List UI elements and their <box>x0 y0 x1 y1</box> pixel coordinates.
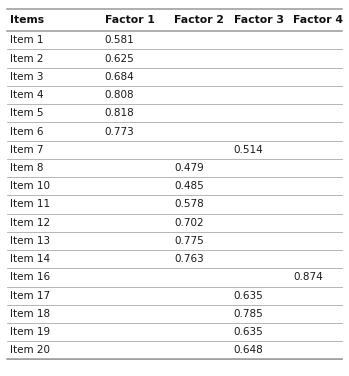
Text: 0.775: 0.775 <box>174 236 204 246</box>
Text: Item 13: Item 13 <box>10 236 51 246</box>
Text: Item 2: Item 2 <box>10 53 44 64</box>
Text: Item 16: Item 16 <box>10 272 51 282</box>
Text: 0.479: 0.479 <box>174 163 204 173</box>
Text: Factor 1: Factor 1 <box>105 15 155 25</box>
Text: 0.763: 0.763 <box>174 254 204 264</box>
Text: Factor 2: Factor 2 <box>174 15 224 25</box>
Text: Item 18: Item 18 <box>10 309 51 319</box>
Text: 0.635: 0.635 <box>234 291 263 301</box>
Text: Factor 3: Factor 3 <box>234 15 284 25</box>
Text: Item 4: Item 4 <box>10 90 44 100</box>
Text: Item 11: Item 11 <box>10 199 51 209</box>
Text: Items: Items <box>10 15 45 25</box>
Text: Item 10: Item 10 <box>10 181 51 191</box>
Text: Item 5: Item 5 <box>10 108 44 118</box>
Text: 0.635: 0.635 <box>234 327 263 337</box>
Text: 0.808: 0.808 <box>105 90 134 100</box>
Text: Item 14: Item 14 <box>10 254 51 264</box>
Text: 0.581: 0.581 <box>105 35 134 45</box>
Text: 0.514: 0.514 <box>234 145 263 155</box>
Text: Item 1: Item 1 <box>10 35 44 45</box>
Text: Item 20: Item 20 <box>10 345 51 355</box>
Text: Item 7: Item 7 <box>10 145 44 155</box>
Text: Item 12: Item 12 <box>10 218 51 228</box>
Text: Item 19: Item 19 <box>10 327 51 337</box>
Text: 0.818: 0.818 <box>105 108 134 118</box>
Text: Item 8: Item 8 <box>10 163 44 173</box>
Text: 0.485: 0.485 <box>174 181 204 191</box>
Text: 0.874: 0.874 <box>293 272 323 282</box>
Text: Item 17: Item 17 <box>10 291 51 301</box>
Text: 0.684: 0.684 <box>105 72 134 82</box>
Text: Item 6: Item 6 <box>10 126 44 136</box>
Text: 0.702: 0.702 <box>174 218 204 228</box>
Text: 0.785: 0.785 <box>234 309 263 319</box>
Text: 0.773: 0.773 <box>105 126 134 136</box>
Text: Factor 4: Factor 4 <box>293 15 343 25</box>
Text: 0.648: 0.648 <box>234 345 263 355</box>
Text: 0.578: 0.578 <box>174 199 204 209</box>
Text: Item 3: Item 3 <box>10 72 44 82</box>
Text: 0.625: 0.625 <box>105 53 134 64</box>
